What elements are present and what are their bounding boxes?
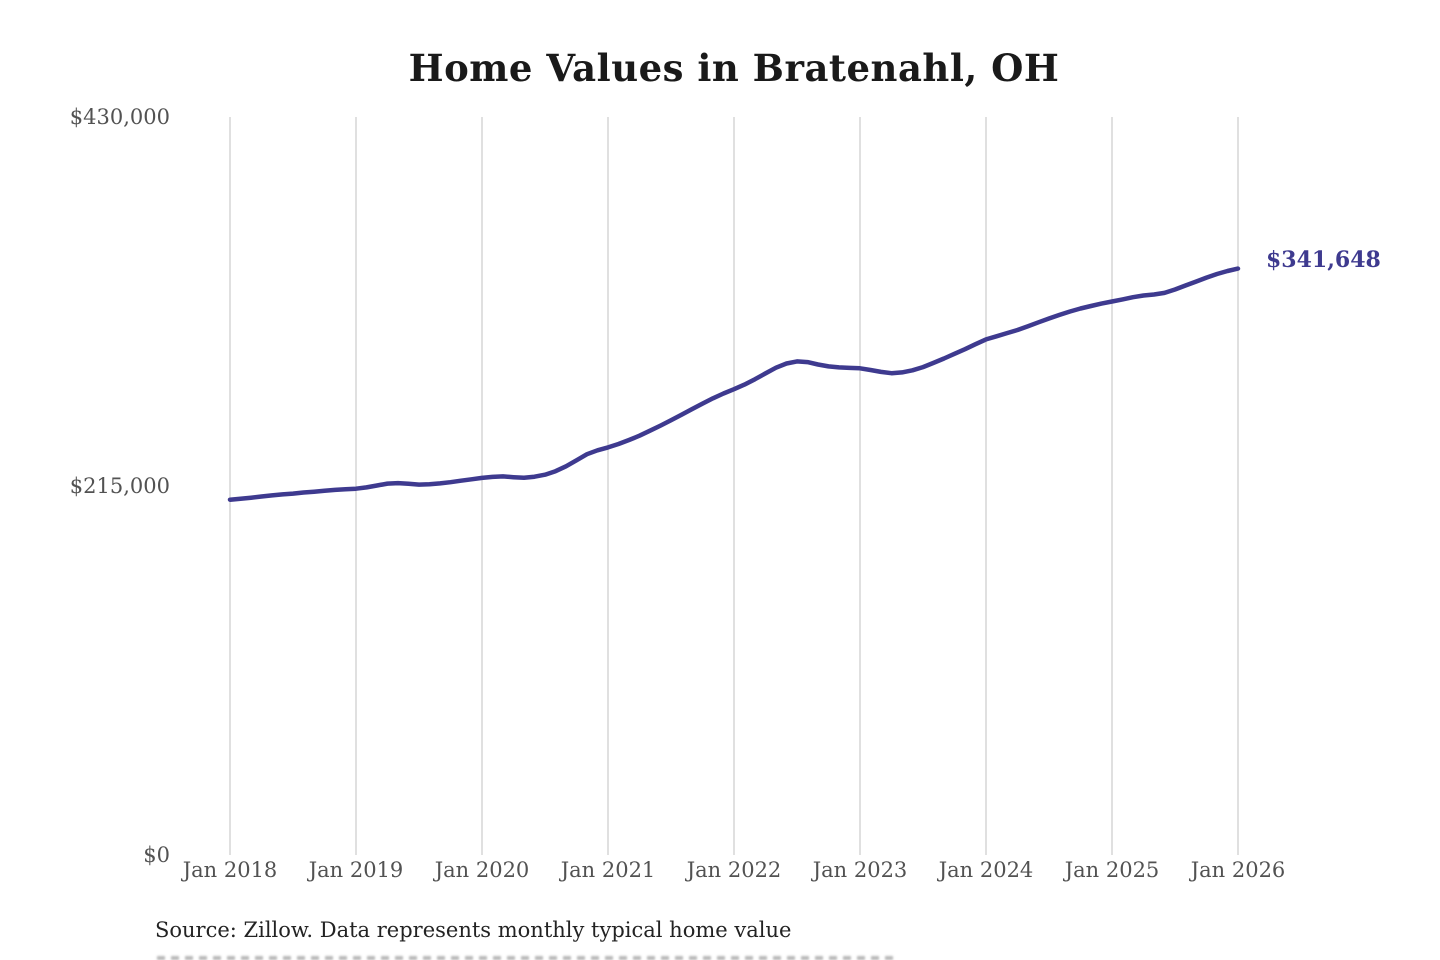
home-value-line	[227, 266, 1241, 502]
y-axis-tick-label: $430,000	[69, 105, 170, 129]
y-axis-tick-label: $0	[143, 843, 170, 867]
x-axis-tick-label: Jan 2019	[308, 858, 404, 882]
y-axis-tick-label: $215,000	[69, 474, 170, 498]
latest-value-label: $341,648	[1266, 246, 1381, 273]
cropped-text-artifact	[157, 956, 897, 960]
chart-title: Home Values in Bratenahl, OH	[408, 46, 1060, 90]
x-axis-tick-label: Jan 2023	[812, 858, 908, 882]
x-axis-tick-label: Jan 2024	[938, 858, 1034, 882]
x-axis-tick-label: Jan 2025	[1064, 858, 1160, 882]
x-axis-tick-label: Jan 2018	[182, 858, 278, 882]
x-axis-tick-label: Jan 2022	[686, 858, 782, 882]
x-axis-tick-label: Jan 2021	[560, 858, 656, 882]
x-axis-tick-label: Jan 2026	[1190, 858, 1286, 882]
x-axis-tick-label: Jan 2020	[434, 858, 530, 882]
source-note: Source: Zillow. Data represents monthly …	[155, 918, 792, 942]
